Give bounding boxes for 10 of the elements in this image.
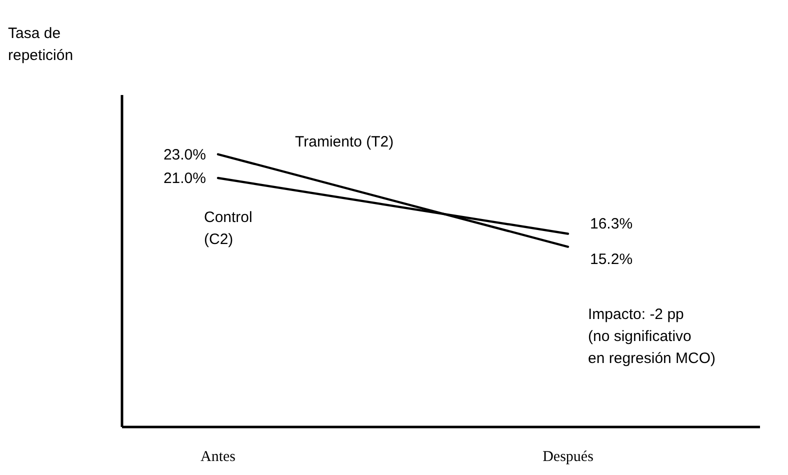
data-label: 21.0% bbox=[163, 170, 206, 187]
x-tick-label: Después bbox=[542, 449, 594, 465]
y-axis-title: Tasa de repetición bbox=[8, 25, 74, 64]
series-label: Control (C2) bbox=[204, 209, 252, 248]
data-label: 23.0% bbox=[163, 146, 206, 164]
x-tick-label: Antes bbox=[200, 449, 236, 465]
annotation: Impacto: -2 pp (no significativo en regresión MCO) bbox=[588, 306, 716, 367]
series-label: Tramiento (T2) bbox=[295, 133, 394, 150]
data-label: 16.3% bbox=[590, 216, 633, 233]
data-label: 15.2% bbox=[590, 250, 633, 268]
